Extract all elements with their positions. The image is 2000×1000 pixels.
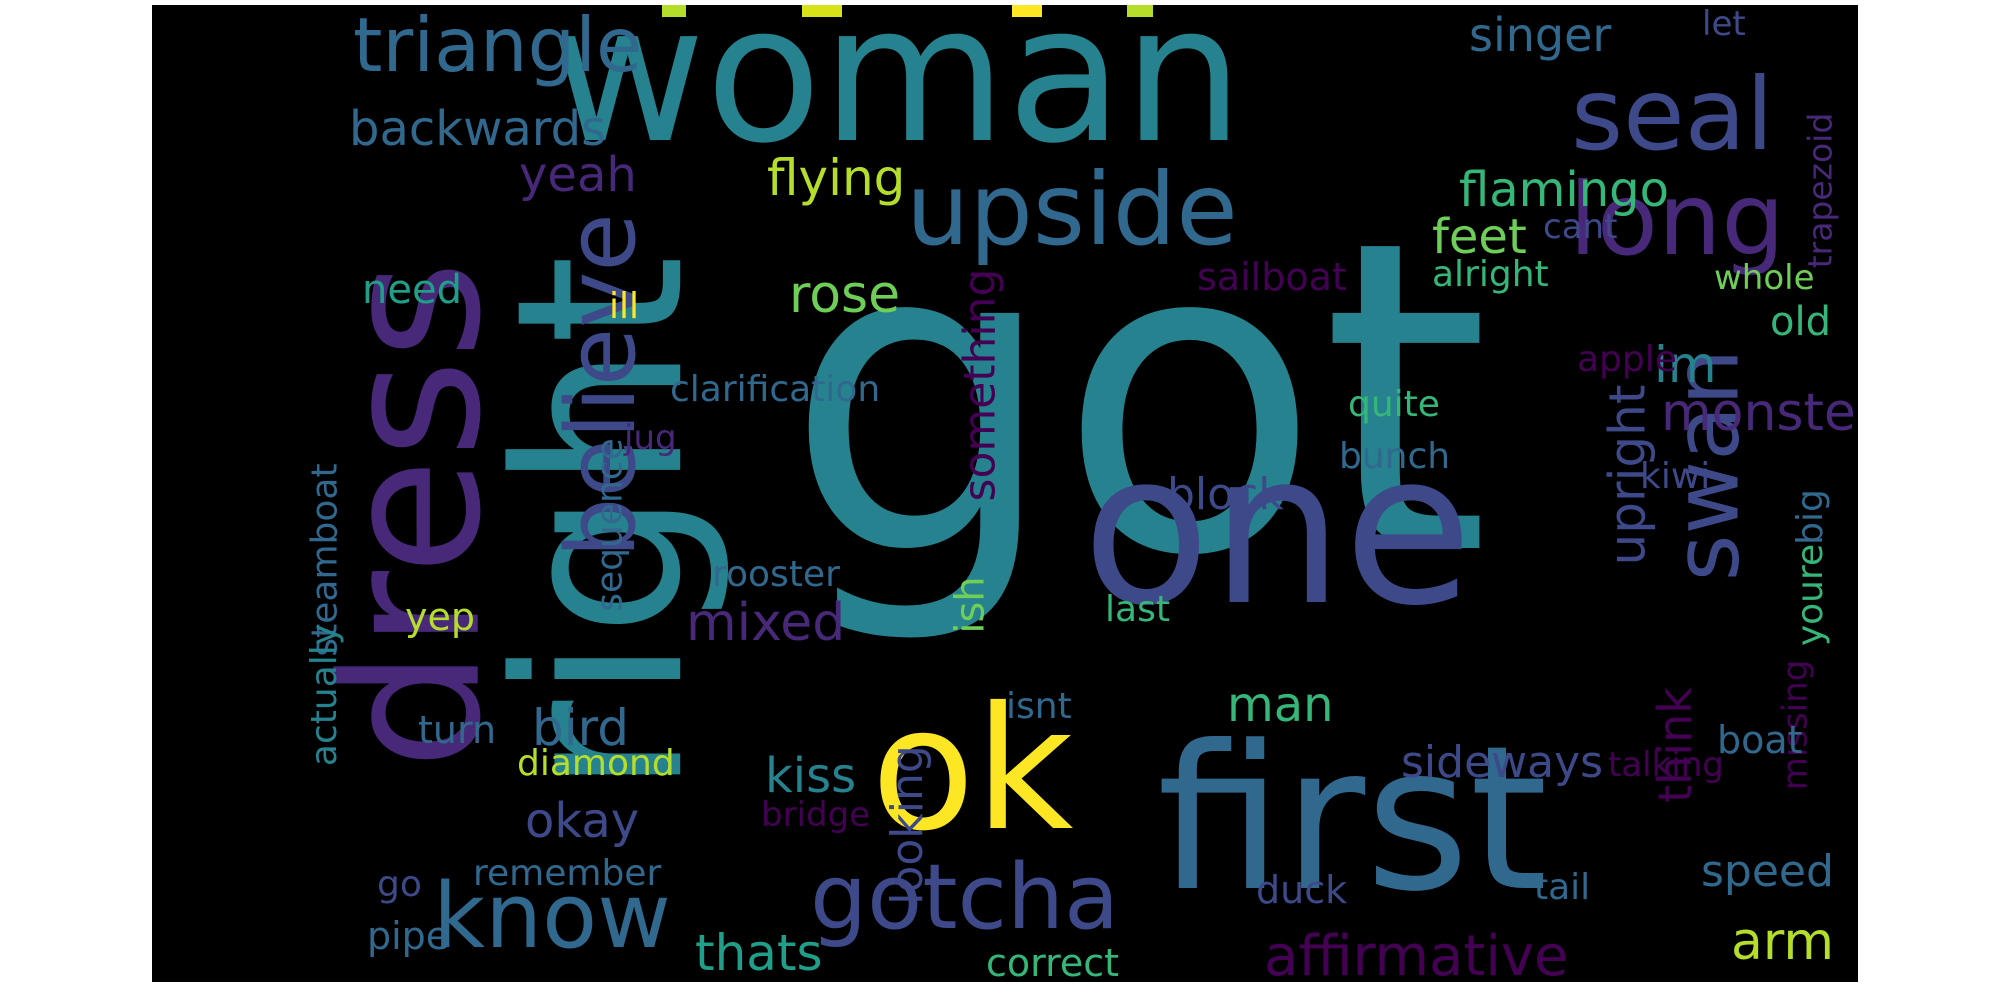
cloud-word: tail [1534, 867, 1591, 908]
cloud-word: sideways [1401, 737, 1604, 788]
cloud-word: youre [1790, 543, 1832, 647]
cloud-word: correct [986, 941, 1120, 982]
cloud-word: last [1105, 589, 1170, 630]
cloud-word: yeah [519, 147, 637, 203]
cloud-word: remember [473, 853, 662, 894]
cloud-word: gotcha [810, 845, 1120, 950]
cloud-word: cant [1543, 207, 1618, 247]
cloud-word: singer [1469, 8, 1612, 62]
cloud-word: bird [532, 699, 630, 757]
cloud-word: bridge [761, 795, 871, 835]
cloud-word: big [1789, 489, 1831, 545]
cloud-word: flamingo [1459, 162, 1669, 218]
cloud-word: long [1569, 161, 1785, 278]
cloud-word: boat [1717, 718, 1803, 762]
clipped-fragment [802, 5, 842, 17]
cloud-word: pipe [367, 914, 450, 958]
cloud-word: got [785, 150, 1490, 650]
cloud-word: affirmative [1264, 924, 1569, 983]
cloud-word: kiss [765, 748, 857, 804]
cloud-word: upside [906, 151, 1238, 268]
cloud-word: duck [1256, 868, 1348, 912]
cloud-word: need [362, 267, 462, 313]
cloud-word: seal [1571, 56, 1774, 173]
cloud-word: looking [881, 745, 933, 905]
cloud-word: im [1654, 336, 1717, 394]
cloud-word: let [1702, 5, 1746, 44]
cloud-word: quite [1348, 384, 1440, 425]
cloud-word: trapezoid [1800, 112, 1840, 269]
cloud-word: alright [1432, 254, 1549, 295]
word-cloud: got woman right dress one first ok upside seal lo… [152, 5, 1858, 982]
cloud-word: one [1082, 407, 1473, 652]
cloud-word: diamond [517, 743, 675, 784]
cloud-word: isnt [1006, 686, 1072, 727]
cloud-word: thats [695, 924, 823, 982]
cloud-word: block [1167, 469, 1284, 520]
clipped-fragment [662, 5, 686, 17]
cloud-word: something [954, 268, 1006, 502]
cloud-word: yep [405, 595, 475, 639]
clipped-fragment [1127, 5, 1153, 17]
cloud-word: flying [767, 149, 906, 207]
cloud-word: rose [789, 265, 901, 325]
cloud-word: old [1770, 299, 1831, 345]
cloud-word: first [1157, 703, 1548, 936]
cloud-word: turn [418, 708, 497, 752]
cloud-word: kiwi [1640, 456, 1711, 497]
cloud-word: jug [624, 418, 677, 458]
cloud-word: sequence [589, 438, 631, 612]
cloud-word: arm [1731, 912, 1834, 972]
cloud-word: man [1227, 677, 1334, 733]
cloud-word: woman [550, 5, 1244, 185]
cloud-word: actually [304, 623, 346, 767]
cloud-word: backwards [349, 101, 607, 157]
cloud-word: go [377, 864, 422, 905]
cloud-word: ill [609, 286, 640, 327]
cloud-word: monster [1661, 383, 1858, 443]
cloud-word: speed [1701, 846, 1834, 897]
cloud-word: ok [871, 671, 1074, 869]
clipped-fragment [1012, 5, 1042, 17]
cloud-word: apple [1577, 339, 1677, 380]
cloud-word: whole [1714, 258, 1815, 298]
cloud-word: dress [301, 260, 523, 770]
cloud-word: mixed [686, 593, 846, 653]
cloud-word: rooster [712, 554, 840, 595]
cloud-word: talking [1608, 745, 1724, 785]
cloud-word: feet [1432, 209, 1527, 265]
clipped-word-fragments [152, 5, 1858, 25]
cloud-word: bunch [1339, 436, 1451, 477]
cloud-word: know [433, 864, 671, 969]
cloud-word: triangle [353, 5, 643, 89]
cloud-word: okay [525, 793, 640, 849]
cloud-word: sailboat [1197, 255, 1347, 299]
cloud-word: clarification [670, 369, 881, 410]
cloud-word: ish [947, 576, 994, 634]
